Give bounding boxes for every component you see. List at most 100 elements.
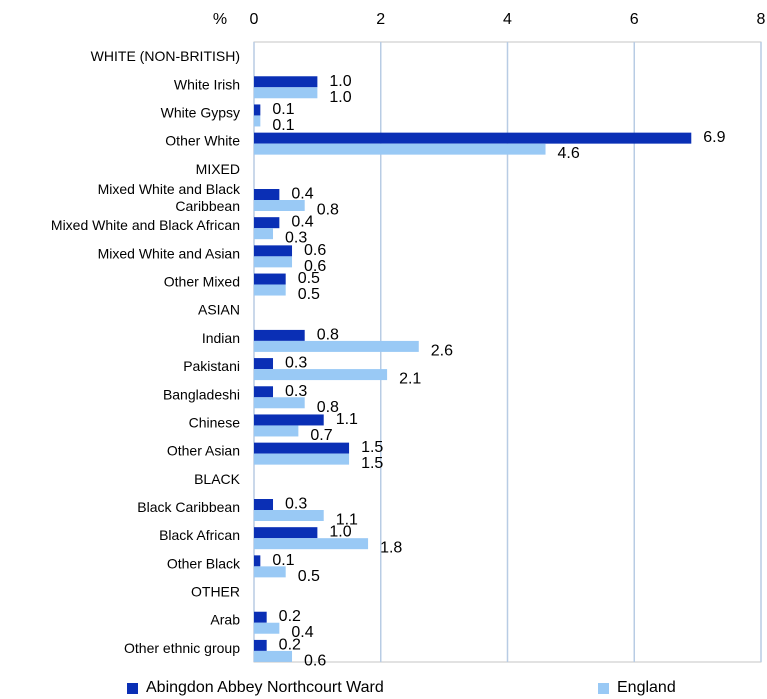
data-label-england: 0.6	[304, 652, 326, 669]
data-label-ward: 0.6	[304, 242, 326, 259]
category-label: Other Asian	[167, 443, 240, 459]
x-tick-label: 2	[376, 11, 385, 28]
unit-label: %	[213, 11, 227, 28]
x-tick-label: 6	[630, 11, 639, 28]
data-label-england: 2.1	[399, 371, 421, 388]
data-label-ward: 0.4	[291, 214, 313, 231]
data-label-ward: 1.1	[336, 411, 358, 428]
data-label-ward: 0.3	[285, 355, 307, 372]
bar-england	[254, 650, 293, 662]
legend-label-ward: Abingdon Abbey Northcourt Ward	[146, 679, 384, 696]
legend-item-ward: Abingdon Abbey Northcourt Ward	[127, 678, 384, 698]
bar-england	[254, 425, 299, 437]
category-label: Other Black	[167, 555, 241, 571]
data-label-england: 0.5	[298, 286, 320, 303]
category-label: Indian	[202, 330, 240, 346]
bar-england	[254, 284, 286, 296]
bar-ward	[254, 189, 280, 200]
data-label-ward: 1.0	[329, 524, 351, 541]
category-label: Arab	[210, 612, 240, 628]
category-label: BLACK	[194, 471, 241, 487]
x-tick-label: 0	[250, 11, 259, 28]
category-label: WHITE (NON-BRITISH)	[91, 48, 240, 64]
category-label: Bangladeshi	[163, 386, 240, 402]
data-label-ward: 0.1	[272, 101, 294, 118]
data-label-ward: 1.0	[329, 73, 351, 90]
bar-ward	[254, 329, 305, 341]
data-label-ward: 1.5	[361, 439, 383, 456]
data-label-ward: 0.2	[279, 608, 301, 625]
bar-ward	[254, 245, 293, 257]
data-label-ward: 0.3	[285, 383, 307, 400]
category-label: Other ethnic group	[124, 640, 240, 656]
bar-england	[254, 566, 286, 578]
bar-ward	[254, 132, 692, 144]
bar-england	[254, 87, 318, 99]
category-label: White Gypsy	[161, 104, 240, 120]
bar-england	[254, 256, 293, 268]
bar-ward	[254, 217, 280, 229]
data-label-england: 0.6	[304, 258, 326, 275]
bar-england	[254, 228, 274, 240]
data-label-england: 0.8	[317, 202, 339, 219]
data-label-england: 1.0	[329, 89, 351, 106]
bar-england	[254, 200, 305, 211]
bar-ward	[254, 358, 274, 370]
data-label-england: 1.8	[380, 540, 402, 557]
bar-england	[254, 622, 280, 634]
legend-swatch-ward	[127, 682, 138, 694]
data-label-england: 0.5	[298, 568, 320, 585]
bar-ward	[254, 273, 286, 285]
bar-ward	[254, 639, 267, 651]
data-label-england: 0.3	[285, 230, 307, 247]
category-label: Pakistani	[183, 358, 240, 374]
category-label: ASIAN	[198, 302, 240, 318]
bar-ward	[254, 527, 318, 539]
data-label-ward: 6.9	[703, 129, 725, 146]
legend-label-england: England	[617, 679, 676, 696]
category-label: Black African	[159, 527, 240, 543]
data-label-ward: 0.2	[279, 636, 301, 653]
data-label-ward: 0.5	[298, 270, 320, 287]
bar-england	[254, 538, 369, 550]
bar-chart: 0 2 4 6 8% WHITE (NON-BRITISH) White Irish Whit…	[51, 11, 766, 669]
category-label: Other White	[165, 133, 240, 149]
data-label-england: 4.6	[558, 145, 580, 162]
data-label-england: 1.1	[336, 512, 358, 529]
bar-ward	[254, 555, 261, 567]
bar-ward	[254, 104, 261, 116]
data-label-england: 2.6	[431, 342, 453, 359]
data-label-ward: 0.4	[291, 186, 313, 203]
bar-ward	[254, 76, 318, 88]
category-label: MIXED	[196, 161, 240, 177]
bar-england	[254, 453, 350, 465]
bar-ward	[254, 499, 274, 510]
data-label-ward: 0.8	[317, 326, 339, 343]
data-label-ward: 0.1	[272, 552, 294, 569]
category-label: Chinese	[189, 414, 241, 430]
bar-england	[254, 115, 261, 127]
x-tick-label: 8	[757, 11, 766, 28]
bar-ward	[254, 442, 350, 454]
category-label: Mixed White and Asian	[98, 245, 240, 261]
category-label: White Irish	[174, 76, 240, 92]
data-label-england: 0.8	[317, 399, 339, 416]
data-label-england: 0.4	[291, 624, 313, 641]
legend-swatch-england	[598, 682, 609, 694]
legend-item-england: England	[598, 678, 676, 698]
bar-ward	[254, 386, 274, 398]
bar-england	[254, 510, 324, 521]
bar-england	[254, 369, 388, 381]
category-label: Black Caribbean	[137, 499, 240, 515]
category-label: OTHER	[191, 584, 240, 600]
data-label-england: 0.7	[310, 427, 332, 444]
category-label: Mixed White and Black Caribbean	[98, 181, 241, 214]
data-label-england: 1.5	[361, 455, 383, 472]
bar-england	[254, 143, 546, 155]
category-label: Other Mixed	[164, 274, 240, 290]
bar-ward	[254, 611, 267, 623]
bar-england	[254, 397, 305, 409]
x-tick-label: 4	[503, 11, 512, 28]
data-label-england: 0.1	[272, 117, 294, 134]
bar-ward	[254, 414, 324, 426]
